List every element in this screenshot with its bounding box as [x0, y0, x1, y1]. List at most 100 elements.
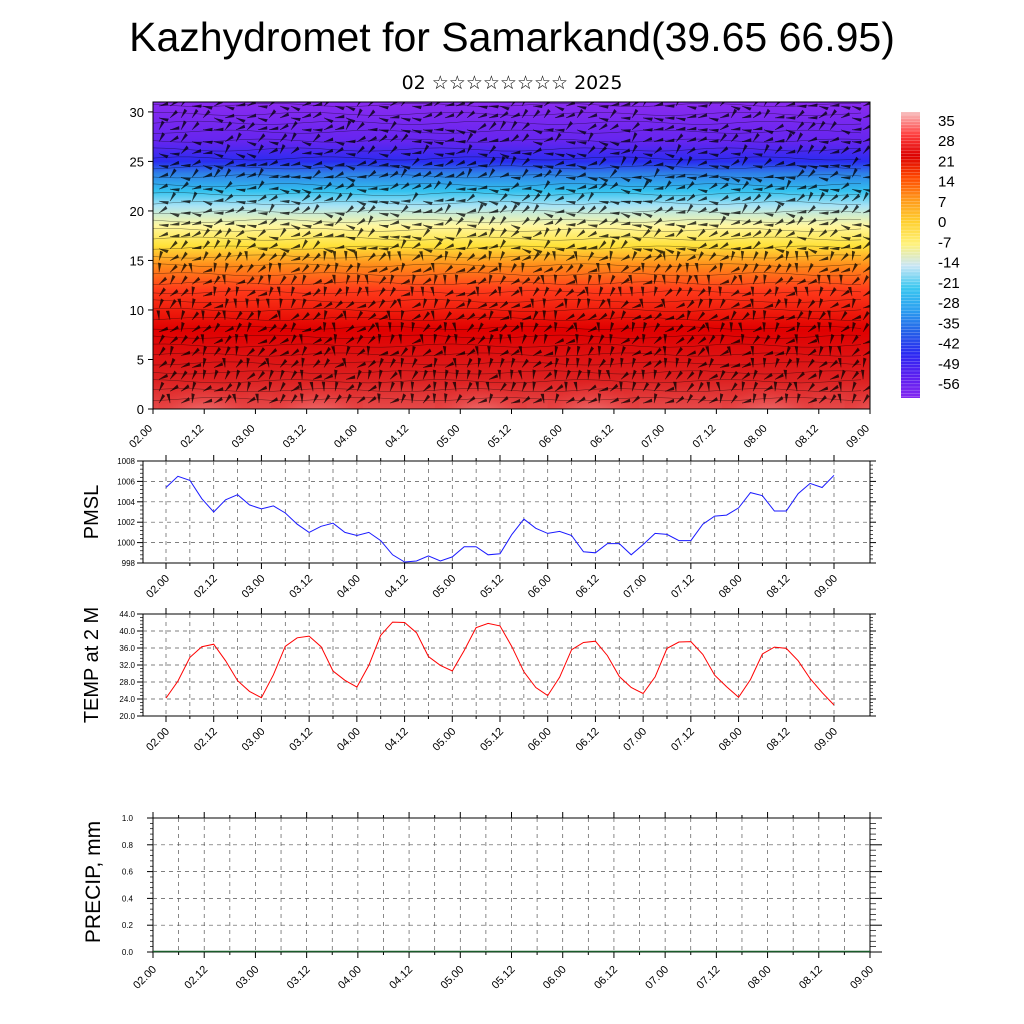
x-tick-label: 08.00 — [717, 726, 745, 754]
x-tick-label: 08.12 — [764, 726, 792, 754]
y-tick-label: 1008 — [117, 457, 135, 466]
x-tick-label: 05.00 — [430, 573, 458, 601]
x-tick-label: 04.12 — [387, 964, 415, 992]
colorbar-label: 14 — [938, 174, 955, 191]
x-tick-label: 05.12 — [478, 573, 506, 601]
colorbar — [901, 112, 920, 398]
x-tick-label: 04.12 — [383, 726, 411, 754]
y-tick-label: 998 — [122, 559, 136, 568]
colorbar-label: -14 — [938, 255, 960, 272]
plot-frame — [142, 460, 871, 564]
colorbar-label: 28 — [938, 133, 955, 150]
y-tick-label: 20.0 — [119, 712, 135, 721]
colorbar-label: 0 — [938, 214, 946, 231]
x-tick-label: 03.12 — [287, 726, 315, 754]
y-tick-label: 32.0 — [119, 661, 135, 670]
series-line — [165, 621, 835, 706]
x-tick-label: 02.12 — [192, 573, 220, 601]
x-tick-label: 09.00 — [812, 573, 840, 601]
x-tick-label: 05.00 — [438, 964, 466, 992]
x-tick-label: 07.00 — [643, 964, 671, 992]
heatmap-x-tick-label: 08.00 — [742, 423, 770, 451]
heatmap-y-tick-label: 25 — [130, 154, 144, 169]
heatmap-x-tick-label: 07.12 — [691, 423, 719, 451]
x-tick-label: 07.12 — [669, 726, 697, 754]
heatmap-y-tick-label: 20 — [130, 204, 144, 219]
heatmap-y-tick-label: 30 — [130, 105, 144, 120]
y-tick-label: 1006 — [117, 477, 135, 486]
x-tick-label: 07.00 — [621, 726, 649, 754]
x-tick-label: 03.12 — [287, 573, 315, 601]
y-tick-label: 36.0 — [119, 644, 135, 653]
y-axis-label: PMSL — [81, 485, 103, 539]
warm-surface-region — [547, 347, 640, 409]
y-tick-label: 0.2 — [122, 921, 134, 930]
warm-surface-region — [434, 347, 527, 409]
page-title: Kazhydromet for Samarkand(39.65 66.95) — [129, 14, 895, 60]
y-tick-label: 1002 — [117, 518, 135, 527]
heatmap-x-tick-label: 05.00 — [434, 423, 462, 451]
x-tick-label: 06.12 — [574, 573, 602, 601]
x-tick-label: 07.12 — [695, 964, 723, 992]
colorbar-bands — [901, 114, 920, 397]
x-tick-label: 06.00 — [526, 573, 554, 601]
x-tick-label: 02.00 — [144, 573, 172, 601]
warm-surface-region — [158, 347, 251, 409]
colorbar-label: 35 — [938, 113, 955, 130]
heatmap-x-tick-label: 02.12 — [178, 423, 206, 451]
x-tick-label: 02.00 — [144, 726, 172, 754]
x-tick-label: 06.12 — [574, 726, 602, 754]
y-tick-label: 1.0 — [122, 814, 134, 823]
x-tick-label: 03.00 — [240, 573, 268, 601]
colorbar-label: 21 — [938, 153, 955, 170]
y-tick-label: 0.6 — [122, 868, 134, 877]
plot-grid — [153, 818, 870, 952]
wind-barbs — [156, 102, 870, 404]
warm-surface-region — [844, 353, 870, 409]
heatmap-x-tick-label: 03.12 — [281, 423, 309, 451]
x-tick-label: 06.00 — [541, 964, 569, 992]
y-tick-label: 28.0 — [119, 678, 135, 687]
x-tick-label: 04.00 — [335, 726, 363, 754]
heatmap-x-tick-label: 08.12 — [793, 423, 821, 451]
y-tick-label: 44.0 — [119, 610, 135, 619]
x-tick-label: 07.12 — [669, 573, 697, 601]
x-tick-label: 08.00 — [746, 964, 774, 992]
x-tick-label: 03.00 — [234, 964, 262, 992]
heatmap-x-tick-label: 03.00 — [230, 423, 258, 451]
x-tick-label: 05.12 — [490, 964, 518, 992]
x-tick-label: 04.12 — [383, 573, 411, 601]
heatmap-x-tick-label: 07.00 — [639, 423, 667, 451]
colorbar-label: -7 — [938, 234, 951, 251]
x-tick-label: 08.12 — [797, 964, 825, 992]
heatmap-x-tick-label: 05.12 — [486, 423, 514, 451]
x-tick-label: 08.12 — [764, 573, 792, 601]
x-tick-label: 07.00 — [621, 573, 649, 601]
plot-grid — [143, 614, 870, 716]
x-tick-label: 06.00 — [526, 726, 554, 754]
colorbar-label: -21 — [938, 275, 960, 292]
x-tick-label: 09.00 — [848, 964, 876, 992]
y-tick-label: 0.0 — [122, 948, 134, 957]
heatmap-x-tick-label: 09.00 — [844, 423, 872, 451]
heatmap-x-tick-label: 02.00 — [127, 423, 155, 451]
warm-surface-region — [988, 347, 1024, 471]
x-tick-label: 08.00 — [717, 573, 745, 601]
heatmap-y-tick-label: 10 — [130, 303, 144, 318]
x-tick-label: 03.12 — [285, 964, 313, 992]
y-tick-label: 1000 — [117, 539, 135, 548]
x-tick-label: 05.12 — [478, 726, 506, 754]
series-line — [165, 474, 835, 563]
heatmap-y-tick-label: 5 — [137, 352, 144, 367]
x-tick-label: 03.00 — [240, 726, 268, 754]
colorbar-label: -42 — [938, 336, 960, 353]
x-tick-label: 09.00 — [812, 726, 840, 754]
colorbar-label: 7 — [938, 194, 946, 211]
x-tick-label: 02.00 — [131, 964, 159, 992]
colorbar-label: -49 — [938, 356, 960, 373]
y-tick-label: 1004 — [117, 498, 135, 507]
x-tick-label: 02.12 — [182, 964, 210, 992]
colorbar-label: -35 — [938, 315, 960, 332]
x-tick-label: 04.00 — [335, 573, 363, 601]
